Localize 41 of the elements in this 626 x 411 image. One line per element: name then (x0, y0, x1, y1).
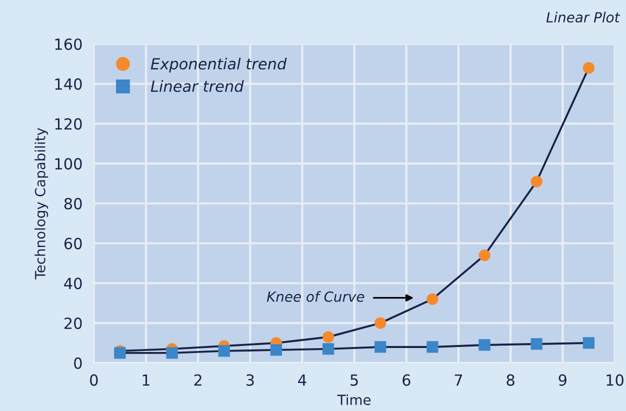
point (426, 293, 438, 305)
x-tick-label: 7 (454, 374, 462, 386)
point (218, 345, 230, 357)
point (374, 341, 386, 353)
x-tick-label: 9 (558, 374, 566, 386)
y-tick-label: 160 (55, 38, 82, 50)
x-tick-label: 8 (506, 374, 514, 386)
y-tick-label: 20 (64, 318, 82, 330)
x-tick-label: 0 (90, 374, 98, 386)
y-tick-label: 140 (55, 78, 82, 90)
x-tick-label: 2 (194, 374, 202, 386)
point (530, 338, 542, 350)
y-tick-label: 60 (64, 238, 82, 250)
legend-label: Exponential trend (150, 58, 287, 73)
legend-label: Linear trend (150, 80, 244, 92)
x-tick-label: 1 (142, 374, 150, 386)
point (582, 62, 594, 74)
x-tick-label: 4 (298, 374, 306, 386)
y-tick-label: 100 (55, 158, 82, 170)
x-tick-label: 6 (402, 374, 410, 386)
point (166, 347, 178, 359)
x-tick-label: 10 (606, 374, 624, 386)
x-tick-label: 3 (246, 374, 254, 386)
point (478, 339, 490, 351)
y-tick-label: 0 (74, 357, 82, 369)
point (270, 344, 282, 356)
y-tick-label: 40 (64, 278, 82, 290)
point (322, 343, 334, 355)
x-axis-title: Time (337, 394, 371, 406)
text: Linear Plot (546, 12, 620, 23)
annotation: Knee of Curve (266, 291, 364, 302)
point (322, 331, 334, 343)
y-axis-title: Technology Capability (34, 128, 48, 280)
y-tick-label: 80 (64, 198, 82, 210)
point (478, 249, 490, 262)
point (374, 317, 386, 329)
point (582, 337, 594, 349)
y-tick-label: 120 (55, 118, 82, 130)
x-tick-label: 5 (350, 374, 358, 386)
point (530, 176, 542, 188)
point (426, 341, 438, 353)
